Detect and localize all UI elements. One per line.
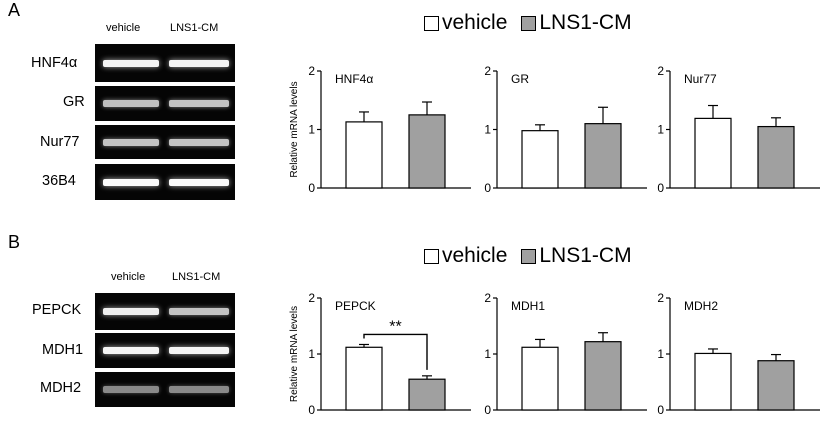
y-tick-label-mdh1: 0 (484, 403, 491, 417)
y-tick-label-mdh1: 2 (484, 291, 491, 305)
y-tick-label-mdh2: 2 (657, 291, 664, 305)
gel-band-vehicle (103, 100, 159, 107)
legend-label-lns1-cm: LNS1-CM (539, 11, 632, 34)
gel-strip-gr (95, 86, 235, 121)
gel-band-lns1-cm (169, 308, 229, 315)
bar-hnf4-vehicle (345, 121, 383, 189)
y-tick-label-mdh1: 1 (484, 347, 491, 361)
gel-label-nur77: Nur77 (40, 134, 80, 150)
y-tick-label-mdh2: 1 (657, 347, 664, 361)
y-axis-label-hnf4: Relative mRNA levels (289, 81, 300, 177)
gel-band-vehicle (103, 347, 159, 354)
gel-strip-pepck (95, 293, 235, 330)
bar-nur77-lns1-cm (757, 125, 795, 189)
y-tick-label-nur77: 2 (657, 64, 664, 78)
lane-header-vehicle-b: vehicle (111, 271, 146, 283)
bar-mdh1-vehicle (521, 346, 559, 411)
y-tick-label-pepck: 2 (308, 291, 315, 305)
gel-band-lns1-cm (169, 347, 229, 354)
gel-band-lns1-cm (169, 100, 229, 107)
chart-title-pepck: PEPCK (335, 299, 376, 313)
significance-label-pepck: ** (389, 318, 401, 335)
panel-letter-b: B (8, 232, 21, 252)
legend-a: vehicle LNS1-CM (424, 11, 632, 35)
legend-swatch-vehicle (424, 15, 439, 31)
lane-header-lns1-cm-b: LNS1-CM (172, 271, 221, 283)
gel-strip-nur77 (95, 125, 235, 159)
lane-header-lns1-cm: LNS1-CM (170, 22, 219, 34)
y-tick-label-gr: 2 (484, 64, 491, 78)
lane-header-vehicle: vehicle (106, 22, 141, 34)
bar-mdh2-vehicle (694, 352, 732, 411)
chart-title-mdh1: MDH1 (511, 299, 545, 313)
y-tick-label-gr: 1 (484, 123, 491, 137)
gel-band-lns1-cm (169, 386, 229, 393)
legend-swatch-lns1-cm-b (521, 248, 537, 264)
chart-title-mdh2: MDH2 (684, 299, 718, 313)
bar-nur77-vehicle (694, 117, 732, 189)
bar-pepck-lns1-cm (408, 378, 446, 411)
y-tick-label-pepck: 0 (308, 403, 315, 417)
gel-strip-mdh1 (95, 333, 235, 368)
legend-swatch-lns1-cm (521, 15, 537, 31)
gel-strip-hnf4a (95, 44, 235, 82)
bar-mdh1-lns1-cm (584, 341, 622, 411)
panel-letter-a: A (8, 0, 21, 20)
legend-label-vehicle: vehicle (442, 11, 508, 34)
y-axis-label-pepck: Relative mRNA levels (289, 306, 300, 402)
bar-mdh2-lns1-cm (757, 360, 795, 411)
gel-band-vehicle (103, 308, 159, 315)
y-tick-label-hnf4: 2 (308, 64, 315, 78)
y-tick-label-pepck: 1 (308, 347, 315, 361)
y-tick-label-hnf4: 0 (308, 181, 315, 195)
gel-band-vehicle (103, 138, 159, 146)
bar-hnf4-lns1-cm (408, 114, 446, 189)
legend-swatch-vehicle-b (424, 248, 439, 264)
gel-label-mdh2: MDH2 (40, 380, 82, 396)
gel-label-36b4: 36B4 (42, 173, 76, 189)
legend-b: vehicle LNS1-CM (424, 244, 632, 268)
significance-bracket-pepck (363, 333, 428, 370)
gel-strip-mdh2 (95, 372, 235, 407)
y-tick-label-gr: 0 (484, 181, 491, 195)
gel-band-vehicle (103, 178, 159, 186)
legend-label-lns1-cm-b: LNS1-CM (539, 244, 632, 267)
chart-title-nur77: Nur77 (684, 72, 717, 86)
chart-title-hnf4: HNF4α (335, 72, 373, 86)
y-tick-label-nur77: 0 (657, 181, 664, 195)
y-tick-label-hnf4: 1 (308, 123, 315, 137)
gel-band-vehicle (103, 386, 159, 393)
bar-gr-lns1-cm (584, 123, 622, 189)
gel-band-lns1-cm (169, 59, 229, 67)
gel-strip-36b4 (95, 164, 235, 200)
gel-label-mdh1: MDH1 (42, 342, 84, 358)
gel-label-gr: GR (63, 94, 85, 110)
bar-gr-vehicle (521, 130, 559, 189)
gel-band-vehicle (103, 59, 159, 67)
y-tick-label-mdh2: 0 (657, 403, 664, 417)
gel-band-lns1-cm (169, 178, 229, 186)
y-tick-label-nur77: 1 (657, 123, 664, 137)
gel-label-pepck: PEPCK (32, 302, 82, 318)
legend-label-vehicle-b: vehicle (442, 244, 508, 267)
gel-label-hnf4a: HNF4α (31, 55, 78, 71)
bar-pepck-vehicle (345, 346, 383, 411)
chart-title-gr: GR (511, 72, 529, 86)
gel-band-lns1-cm (169, 138, 229, 146)
